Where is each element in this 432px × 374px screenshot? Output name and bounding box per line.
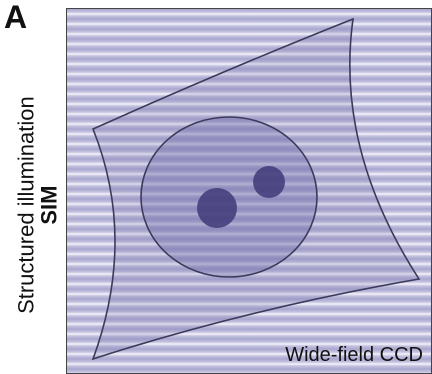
panel-letter: A [4, 0, 28, 35]
corner-label: Wide-field CCD [285, 344, 423, 366]
y-axis-label-main: Structured illumination [13, 96, 39, 314]
nucleolus-small [253, 166, 285, 198]
nucleolus-large [197, 188, 237, 228]
y-axis-label: Structured illumination SIM [12, 40, 64, 370]
cell-diagram [91, 17, 421, 361]
y-axis-label-text: Structured illumination SIM [13, 96, 63, 314]
y-axis-label-sub: SIM [37, 185, 63, 225]
illumination-image: Wide-field CCD [66, 8, 432, 374]
